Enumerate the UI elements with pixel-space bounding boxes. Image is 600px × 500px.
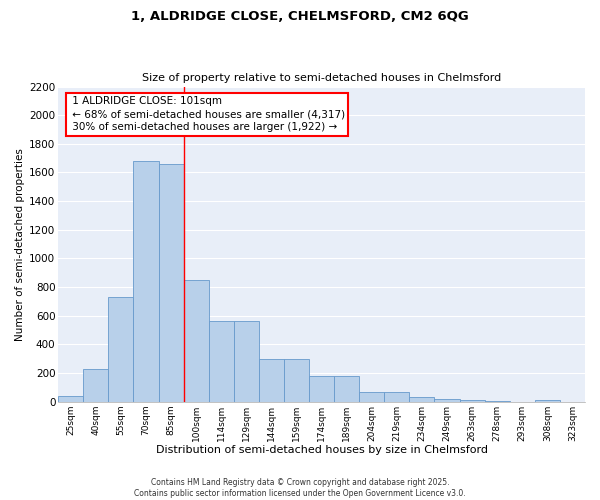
- Bar: [83, 370, 109, 402]
- Bar: [209, 322, 234, 402]
- Y-axis label: Number of semi-detached properties: Number of semi-detached properties: [15, 148, 25, 340]
- Bar: [409, 396, 434, 402]
- Bar: [334, 376, 359, 402]
- Text: 1 ALDRIDGE CLOSE: 101sqm
 ← 68% of semi-detached houses are smaller (4,317)
 30%: 1 ALDRIDGE CLOSE: 101sqm ← 68% of semi-d…: [69, 96, 345, 132]
- Bar: [58, 396, 83, 402]
- Bar: [158, 164, 184, 402]
- Bar: [485, 401, 510, 402]
- Bar: [535, 400, 560, 402]
- Text: Contains HM Land Registry data © Crown copyright and database right 2025.
Contai: Contains HM Land Registry data © Crown c…: [134, 478, 466, 498]
- Bar: [434, 399, 460, 402]
- Bar: [359, 392, 385, 402]
- Title: Size of property relative to semi-detached houses in Chelmsford: Size of property relative to semi-detach…: [142, 73, 501, 83]
- Bar: [460, 400, 485, 402]
- Bar: [385, 392, 409, 402]
- Bar: [109, 297, 133, 402]
- Bar: [284, 360, 309, 402]
- Bar: [234, 322, 259, 402]
- Bar: [133, 161, 158, 402]
- Text: 1, ALDRIDGE CLOSE, CHELMSFORD, CM2 6QG: 1, ALDRIDGE CLOSE, CHELMSFORD, CM2 6QG: [131, 10, 469, 23]
- Bar: [259, 360, 284, 402]
- X-axis label: Distribution of semi-detached houses by size in Chelmsford: Distribution of semi-detached houses by …: [155, 445, 488, 455]
- Bar: [184, 280, 209, 402]
- Bar: [309, 376, 334, 402]
